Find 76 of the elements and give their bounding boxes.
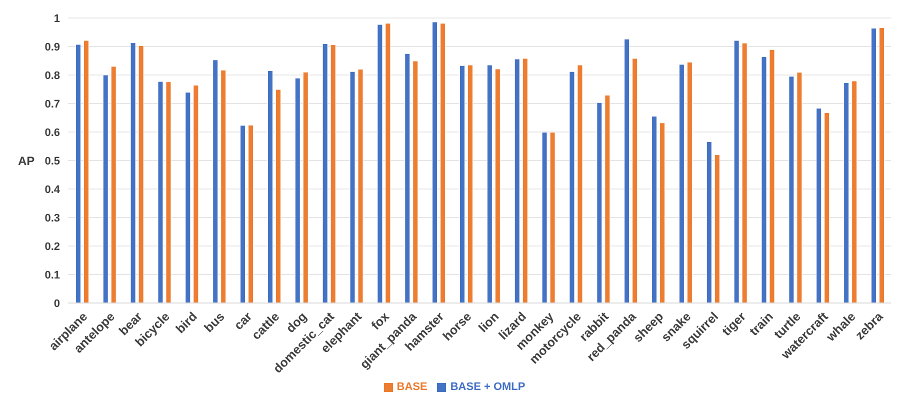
bar: [350, 71, 356, 303]
bar: [377, 24, 383, 303]
bar: [514, 58, 520, 303]
bar: [302, 72, 308, 303]
bar: [412, 60, 418, 303]
y-tick-label: 0.4: [44, 184, 61, 196]
bar: [275, 89, 281, 303]
bar: [185, 92, 191, 303]
bar: [494, 68, 500, 303]
bar: [844, 82, 850, 303]
bar: [596, 102, 602, 303]
bar: [240, 125, 246, 303]
x-tick-label: car: [232, 309, 255, 333]
bar: [542, 132, 548, 303]
bar: [796, 72, 802, 303]
bar: [824, 112, 830, 303]
bar: [440, 23, 446, 303]
bar: [632, 58, 638, 303]
bar: [742, 42, 748, 303]
bar: [158, 81, 164, 303]
bar: [294, 78, 300, 303]
y-tick-label: 0.3: [44, 212, 60, 224]
bar: [468, 64, 473, 303]
y-tick-label: 0.2: [44, 240, 60, 253]
bar: [706, 141, 712, 303]
bar: [358, 69, 364, 303]
bar: [761, 56, 767, 303]
y-tick-label: 0.5: [44, 155, 60, 168]
y-tick-label: 0.9: [44, 41, 60, 54]
bar: [788, 76, 794, 303]
bar: [330, 44, 336, 303]
bar: [686, 62, 692, 303]
y-tick-label: 0: [54, 298, 60, 310]
bar: [102, 74, 108, 303]
legend-label: BASE + OMLP: [450, 381, 526, 393]
bar: [624, 38, 630, 303]
bar: [852, 80, 858, 303]
bar: [871, 28, 876, 303]
bar: [486, 64, 492, 303]
bar: [769, 49, 775, 303]
bar: [816, 108, 822, 303]
bar: [432, 22, 438, 303]
y-tick-label: 0.7: [44, 98, 60, 110]
bar: [604, 94, 610, 303]
bar: [193, 85, 199, 303]
bar: [577, 64, 583, 303]
x-tick-label: bus: [202, 309, 228, 336]
bar: [460, 65, 465, 303]
bar: [248, 124, 254, 303]
bar: [322, 43, 328, 303]
bar: [166, 82, 172, 303]
bar: [522, 58, 528, 303]
bar: [569, 71, 575, 303]
legend-label: BASE: [396, 381, 428, 393]
y-tick-label: 1: [54, 12, 60, 25]
bar: [75, 44, 81, 303]
bar: [404, 53, 410, 303]
bar: [660, 122, 666, 303]
bar: [212, 60, 218, 303]
bar: [879, 27, 884, 303]
bar: [110, 66, 116, 303]
y-tick-label: 0.8: [44, 70, 60, 82]
bar: [652, 116, 658, 303]
bar: [678, 64, 684, 303]
y-axis-title: AP: [18, 154, 35, 168]
y-tick-label: 0.6: [44, 126, 60, 139]
bar: [385, 23, 391, 303]
bar: [130, 42, 136, 303]
bar: [138, 45, 144, 303]
bar: [220, 70, 226, 303]
bar: [714, 154, 720, 303]
bar: [267, 70, 273, 303]
bar: [550, 132, 556, 303]
bar: [734, 40, 740, 303]
bar: [83, 40, 89, 303]
y-tick-label: 0.1: [44, 269, 60, 282]
